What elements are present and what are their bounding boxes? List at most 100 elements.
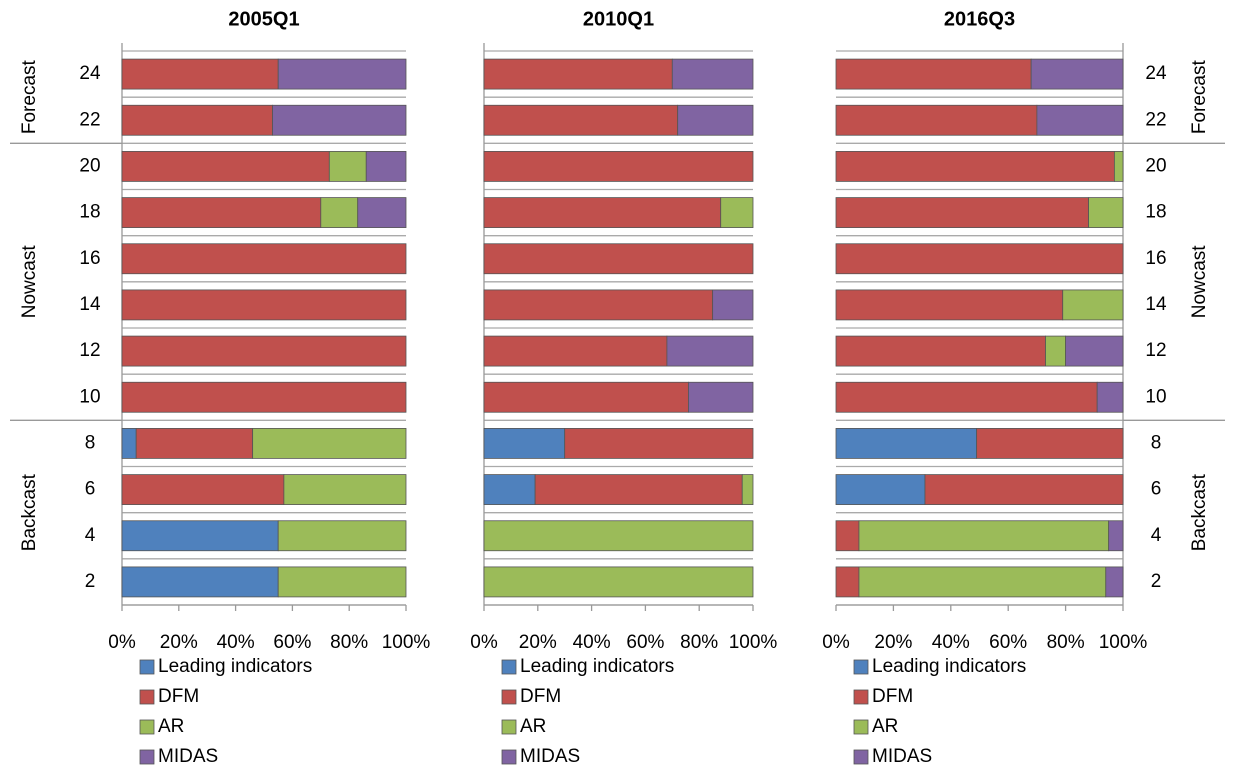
x-tick-label: 60% <box>273 632 311 653</box>
bar-segment <box>121 474 285 505</box>
legend-label: AR <box>158 716 184 737</box>
bar-segment <box>835 335 1046 367</box>
group-label: Forecast <box>19 59 40 134</box>
legend-label: Leading indicators <box>520 656 674 677</box>
bar-segment <box>720 197 754 228</box>
category-label: 2 <box>85 571 96 592</box>
bar-segment <box>1045 335 1067 367</box>
x-tick-label: 0% <box>108 632 136 653</box>
bar-segment <box>835 520 860 552</box>
chart-title: 2016Q3 <box>944 8 1015 30</box>
bar-segment <box>1036 104 1124 136</box>
bar-segment <box>835 243 1124 275</box>
bar-segment <box>483 197 722 228</box>
bar-segment <box>835 197 1089 228</box>
bar-segment <box>135 428 254 459</box>
bar-segment <box>365 151 407 182</box>
category-label: 24 <box>1145 63 1167 84</box>
bar-segment <box>328 151 367 182</box>
x-tick-label: 80% <box>680 632 718 653</box>
legend-label: MIDAS <box>872 746 932 767</box>
x-tick-label: 20% <box>519 632 557 653</box>
bar-segment <box>741 474 754 505</box>
bar-segment <box>483 474 536 505</box>
category-label: 20 <box>1145 155 1166 176</box>
bar-segment <box>1062 289 1124 321</box>
bar-segment <box>283 474 407 505</box>
legend-swatch <box>501 689 517 705</box>
x-tick-label: 20% <box>160 632 198 653</box>
legend-label: DFM <box>872 686 913 707</box>
bar-segment <box>671 58 754 90</box>
bar-segment <box>688 381 754 413</box>
x-tick-label: 20% <box>874 632 912 653</box>
category-label: 4 <box>85 525 96 546</box>
bar-segment <box>483 104 679 136</box>
bar-segment <box>835 428 978 459</box>
group-label: Backcast <box>1189 473 1210 551</box>
x-tick-label: 40% <box>932 632 970 653</box>
legend-swatch <box>139 659 155 675</box>
bar-segment <box>976 428 1124 459</box>
bar-segment <box>483 289 714 321</box>
x-tick-label: 60% <box>626 632 664 653</box>
category-label: 18 <box>1145 202 1166 223</box>
bar-segment <box>272 104 407 136</box>
bar-segment <box>277 58 407 90</box>
bar-segment <box>666 335 754 367</box>
bar-segment <box>564 428 754 459</box>
category-label: 12 <box>1145 340 1166 361</box>
x-tick-label: 80% <box>1047 632 1085 653</box>
x-tick-label: 60% <box>989 632 1027 653</box>
bar-segment <box>121 381 407 413</box>
category-label: 6 <box>85 479 96 500</box>
bar-segment <box>483 335 668 367</box>
bar-segment <box>121 104 273 136</box>
bar-segment <box>534 474 743 505</box>
category-label: 10 <box>1145 386 1166 407</box>
category-label: 2 <box>1151 571 1162 592</box>
x-tick-label: 100% <box>382 632 431 653</box>
bar-segment <box>1030 58 1124 90</box>
bar-segment <box>320 197 359 228</box>
category-label: 22 <box>79 109 100 130</box>
bar-segment <box>121 289 407 321</box>
bar-segment <box>121 566 279 598</box>
group-label: Forecast <box>1189 59 1210 134</box>
category-label: 10 <box>79 386 100 407</box>
legend-swatch <box>501 719 517 735</box>
bar-segment <box>277 566 407 598</box>
x-tick-label: 80% <box>330 632 368 653</box>
bar-segment <box>1108 520 1124 552</box>
bar-segment <box>483 566 754 598</box>
legend-label: MIDAS <box>520 746 580 767</box>
legend-swatch <box>853 719 869 735</box>
legend-label: AR <box>872 716 898 737</box>
legend-swatch <box>501 749 517 765</box>
category-label: 16 <box>79 248 100 269</box>
category-label: 4 <box>1151 525 1162 546</box>
legend-swatch <box>853 659 869 675</box>
bar-segment <box>1113 151 1124 182</box>
bar-segment <box>483 58 673 90</box>
category-label: 24 <box>79 63 101 84</box>
category-label: 12 <box>79 340 100 361</box>
bar-segment <box>835 104 1038 136</box>
bar-segment <box>1096 381 1124 413</box>
legend-swatch <box>501 659 517 675</box>
bar-segment <box>483 381 689 413</box>
legend-swatch <box>853 689 869 705</box>
category-label: 6 <box>1151 479 1162 500</box>
legend-swatch <box>139 719 155 735</box>
bar-segment <box>483 243 754 275</box>
legend-label: AR <box>520 716 546 737</box>
bar-segment <box>835 566 860 598</box>
x-tick-label: 100% <box>1099 632 1148 653</box>
bar-segment <box>121 151 330 182</box>
chart-title: 2010Q1 <box>583 8 654 30</box>
bar-segment <box>835 58 1032 90</box>
bar-segment <box>858 520 1110 552</box>
bar-segment <box>252 428 407 459</box>
bar-segment <box>835 151 1115 182</box>
category-label: 8 <box>85 432 96 453</box>
